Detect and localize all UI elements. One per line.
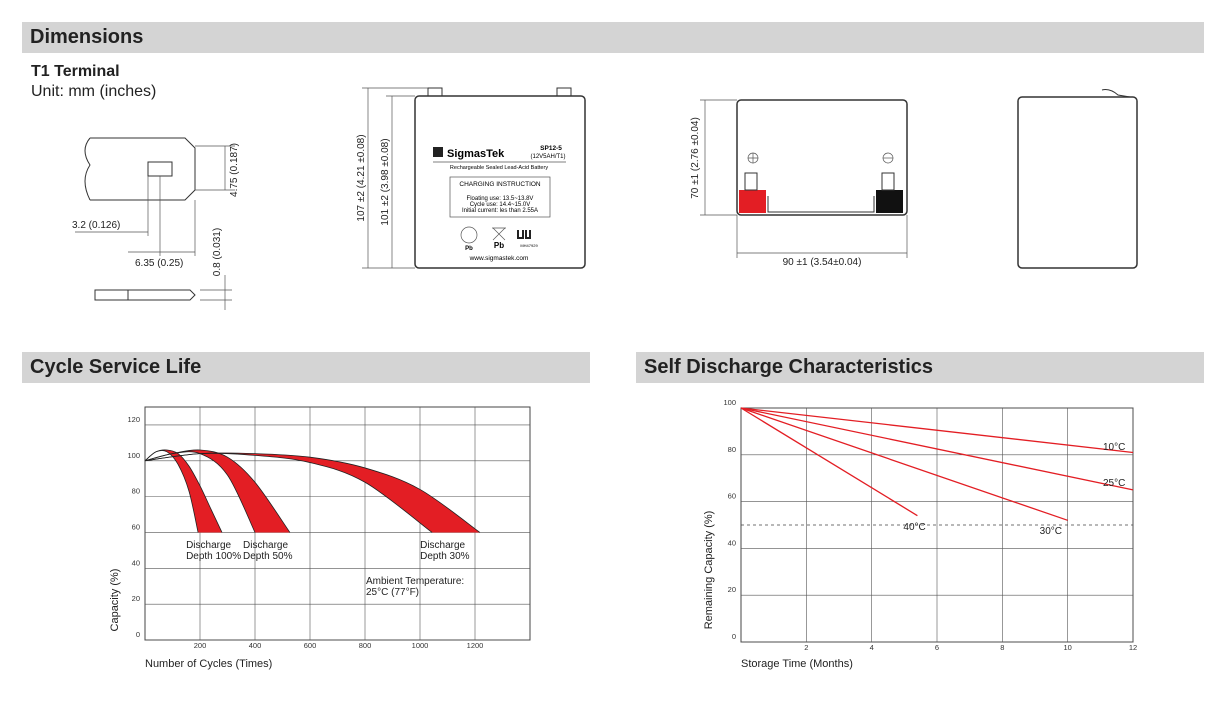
- website: www.sigmastek.com: [469, 255, 529, 262]
- x-tick-label: 4: [870, 643, 874, 652]
- terminal-drawing: 4.75 (0.187) 3.2 (0.126) 6.35 (0.25) 0.8…: [72, 137, 240, 310]
- dimension-label: 70 ±1 (2.76 ±0.04): [690, 117, 701, 199]
- series-label: Discharge Depth 30%: [420, 540, 470, 563]
- x-tick-label: 800: [359, 641, 372, 650]
- line: [740, 407, 1134, 491]
- x-tick-label: 12: [1129, 643, 1137, 652]
- series-label: Discharge Depth 100%: [186, 540, 242, 563]
- y-tick-label: 100: [127, 451, 140, 460]
- mark: MH47929: [520, 243, 538, 248]
- y-tick-label: 40: [728, 538, 736, 547]
- x-tick-label: 1000: [412, 641, 429, 650]
- y-tick-label: 60: [132, 522, 140, 531]
- x-tick-label: 1200: [467, 641, 484, 650]
- dimension-label: 101 ±2 (3.98 ±0.08): [380, 138, 391, 225]
- annotation: Ambient Temperature:: [366, 576, 465, 588]
- dimension-label: 107 ±2 (4.21 ±0.08): [356, 134, 367, 221]
- y-tick-label: 0: [136, 630, 140, 639]
- series-label: 30°C: [1039, 526, 1062, 538]
- dimension-label: 3.2 (0.126): [72, 220, 120, 231]
- section-header: Cycle Service Life: [22, 352, 590, 383]
- series-label: 25°C: [1103, 477, 1126, 489]
- x-tick-label: 200: [194, 641, 207, 650]
- x-tick-label: 400: [249, 641, 262, 650]
- x-axis-title: Number of Cycles (Times): [145, 658, 273, 670]
- band-area: [145, 449, 222, 533]
- subtitle: Rechargeable Sealed Lead-Acid Battery: [450, 165, 548, 171]
- x-tick-label: 10: [1063, 643, 1071, 652]
- line: [740, 407, 1068, 521]
- series-label: Discharge Depth 50%: [243, 540, 293, 563]
- capacity-line: [144, 452, 433, 533]
- model: SP12-5: [540, 145, 562, 152]
- y-tick-label: 100: [723, 398, 736, 407]
- y-tick-label: 80: [132, 487, 140, 496]
- battery-side: [1017, 89, 1138, 269]
- y-tick-label: 60: [728, 492, 736, 501]
- y-axis-title: Remaining Capacity (%): [703, 511, 715, 630]
- instruction-title: CHARGING INSTRUCTION: [459, 181, 541, 188]
- line: [740, 407, 918, 517]
- dimension-label: 6.35 (0.25): [135, 258, 183, 269]
- y-tick-label: 120: [127, 415, 140, 424]
- band-area: [145, 449, 290, 533]
- y-tick-label: 0: [732, 632, 736, 641]
- spec: (12V5AH/T1): [530, 154, 565, 160]
- series-label: 10°C: [1103, 442, 1126, 454]
- instruction: Cycle use: 14.4~15.0V: [470, 202, 531, 208]
- x-tick-label: 8: [1000, 643, 1004, 652]
- annotation: 25°C (77°F): [366, 587, 420, 599]
- x-axis-title: Storage Time (Months): [741, 658, 853, 670]
- y-tick-label: 20: [132, 594, 140, 603]
- x-tick-label: 600: [304, 641, 317, 650]
- battery-front: 107 ±2 (4.21 ±0.08) 101 ±2 (3.98 ±0.08) …: [356, 87, 586, 269]
- dimension-label: 90 ±1 (3.54±0.04): [783, 257, 862, 268]
- line: [740, 407, 1134, 454]
- brand: SigmasTek: [447, 148, 505, 160]
- instruction: Floating use: 13.5~13.8V: [467, 196, 534, 202]
- dimension-label: 0.8 (0.031): [212, 228, 223, 276]
- terminal-title: T1 Terminal: [31, 63, 120, 80]
- dimension-label: 4.75 (0.187): [229, 143, 240, 197]
- y-tick-label: 40: [132, 558, 140, 567]
- mark: Pb: [494, 241, 504, 250]
- x-tick-label: 2: [804, 643, 808, 652]
- battery-top: 70 ±1 (2.76 ±0.04) 90 ±1 (3.54±0.04): [690, 99, 908, 268]
- x-tick-label: 6: [935, 643, 939, 652]
- y-axis-title: Capacity (%): [109, 569, 121, 632]
- unit-note: Unit: mm (inches): [31, 83, 157, 100]
- y-tick-label: 20: [728, 585, 736, 594]
- y-tick-label: 80: [728, 445, 736, 454]
- instruction: Initial current: les than 2.55A: [462, 208, 538, 214]
- mark: Pb: [465, 246, 473, 252]
- section-header: Dimensions: [22, 22, 1204, 53]
- section-header: Self Discharge Characteristics: [636, 352, 1204, 383]
- series-label: 40°C: [903, 521, 926, 533]
- band-area: [145, 452, 480, 533]
